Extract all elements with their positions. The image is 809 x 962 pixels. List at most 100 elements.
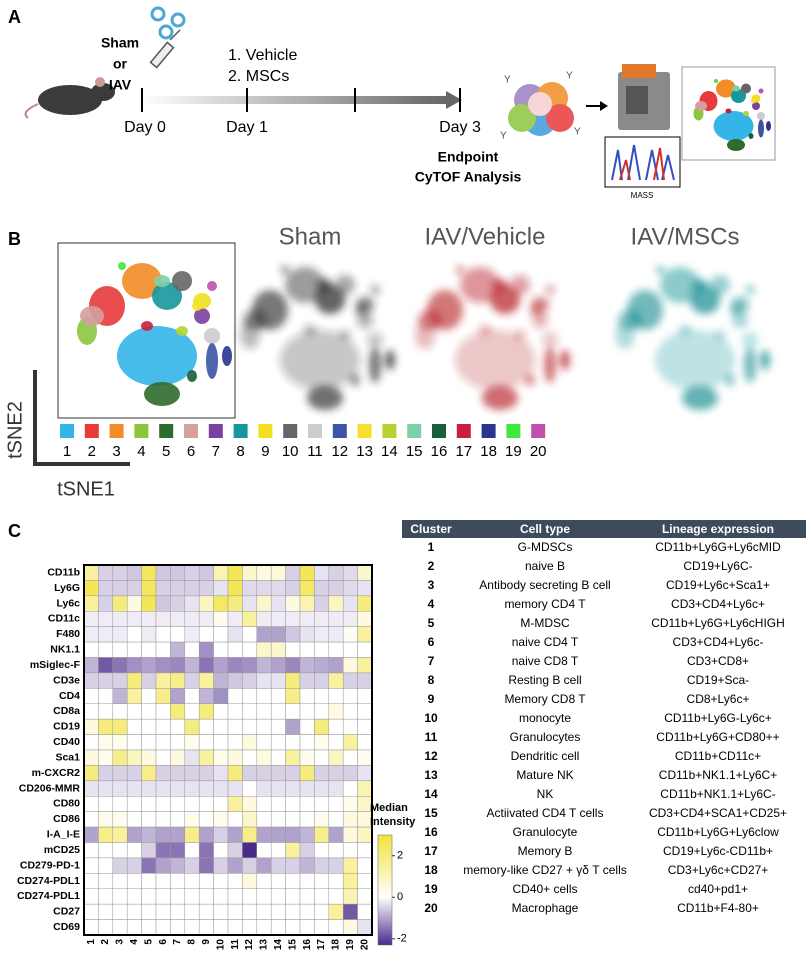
heatmap-cell [357,842,373,859]
density-blob [682,386,718,410]
density-blob [514,330,526,340]
heatmap-cell [227,903,243,920]
table-row: 6 naive CD4 T CD3+CD4+Ly6c- [402,633,806,652]
heatmap-cell [213,749,229,766]
heatmap-cell [126,765,142,782]
heatmap-cell [270,703,286,720]
density-blob [732,312,748,328]
density-blob [656,266,664,274]
heatmap-cell [285,564,301,581]
heatmap-cell [184,765,200,782]
heatmap-cell [112,919,128,936]
heatmap-cell [213,842,229,859]
table-cell: Granulocyte [512,825,578,839]
heatmap-cell [314,611,330,627]
heatmap-cell [285,703,301,720]
tsne-cluster [757,112,765,120]
legend-swatch [432,424,446,438]
heatmap-cell [112,903,128,920]
table-row: 9 Memory CD8 T CD8+Ly6c+ [402,690,806,709]
heatmap-cell [328,919,344,936]
heatmap-cell [299,903,315,920]
density-blob [370,285,380,295]
heatmap-cell [98,919,114,936]
heatmap-cell [357,672,373,689]
heatmap-cell [184,796,200,812]
table-cell: CD11b+Ly6G-Ly6c+ [664,711,772,725]
heatmap-cell [112,873,128,889]
legend-label: 11 [307,443,323,460]
tsne-cluster [727,139,745,151]
heatmap-cell [299,580,315,597]
heatmap-cell [285,626,301,643]
heatmap-cell [314,595,330,612]
endpoint-label: Endpoint [438,149,499,165]
density-blob [357,312,373,328]
heatmap-cell [112,857,128,874]
heatmap-cell [112,595,128,612]
svg-text:Y: Y [566,71,573,82]
heatmap-cell [83,749,99,766]
heatmap-cell [242,657,258,674]
heatmap-cell [256,564,272,581]
legend-swatch [506,424,521,438]
heatmap-cell [198,595,214,612]
heatmap-cell [141,595,157,612]
heatmap-cell [357,703,373,720]
legend-label: 17 [455,443,472,460]
table-cell: CD11b+CD11c+ [674,749,762,763]
day-label: Day 1 [226,119,268,136]
tsne-cluster [748,133,754,139]
heatmap-cell [98,703,114,720]
column-label: 16 [302,939,313,951]
legend-label: 15 [406,443,423,460]
heatmap-cell [198,718,214,735]
heatmap-cell [126,580,142,597]
heatmap-cell [270,811,286,828]
tsne-cluster [758,88,764,94]
table-row: 5 M-MDSC CD11b+Ly6G+Ly6cHIGH [402,614,806,633]
table-cell: CD3+CD4+Ly6c- [672,635,764,649]
heatmap-cell [314,688,330,704]
table-cell: Memory CD8 T [504,692,586,706]
heatmap-cell [98,718,114,735]
heatmap-cell [357,718,373,735]
heatmap-cell [170,780,186,797]
heatmap-cell [314,780,330,797]
cluster-table: Cluster Cell type Lineage expression 1 G-MDS… [402,520,806,918]
density-blob [315,286,345,314]
heatmap-cell [242,780,258,797]
heatmap-cell [242,811,258,828]
heatmap-cell [227,703,243,720]
heatmap-cell [227,888,243,905]
heatmap-cell [357,580,373,597]
heatmap-cell [213,857,229,874]
colorbar-title: Median [370,802,408,814]
heatmap-cell [112,718,128,735]
heatmap-cell [328,580,344,597]
table-cell: 7 [427,654,435,668]
heatmap-cell [213,703,229,720]
heatmap-cell [155,811,171,828]
heatmap-cell [342,919,358,936]
heatmap-cell [285,903,301,920]
heatmap-cell [184,641,200,658]
heatmap-cell [184,595,200,612]
heatmap-cell [155,626,171,643]
heatmap-cell [126,626,142,643]
treatment-label: or [113,56,128,72]
cytof-machine [618,64,670,130]
tsne-cluster [206,343,218,379]
heatmap-cell [98,811,114,828]
heatmap-cell [342,888,358,905]
heatmap-cell [170,703,186,720]
heatmap-cell [112,672,128,689]
density-blob [544,347,556,383]
mass-label: MASS [631,191,654,200]
heatmap-cell [242,641,258,658]
heatmap-cell [270,595,286,612]
heatmap-cell [314,919,330,936]
heatmap-cell [285,857,301,874]
heatmap-cell [256,734,272,751]
row-label: CD80 [53,798,80,810]
